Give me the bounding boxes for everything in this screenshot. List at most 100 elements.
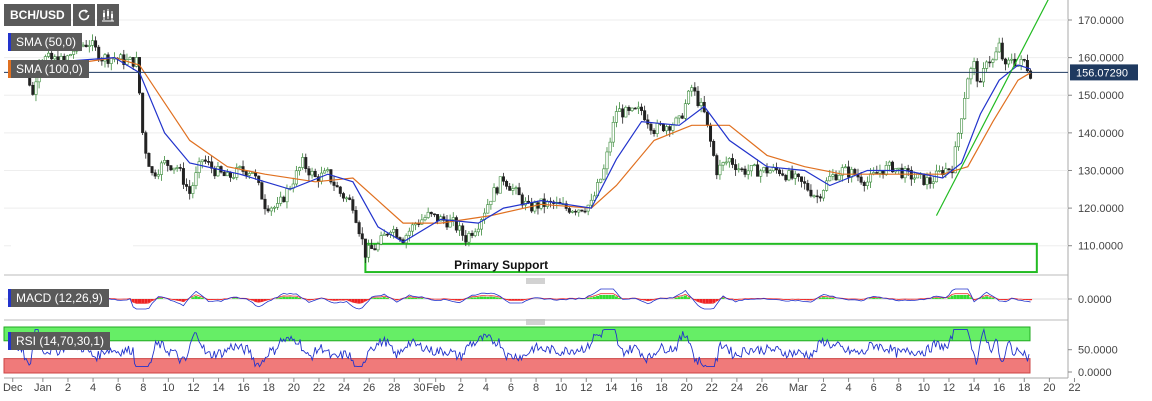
chart-type-button[interactable] <box>96 4 119 26</box>
candle-body <box>614 111 618 123</box>
candle-body <box>266 208 270 212</box>
macd-histogram-bar <box>649 299 653 301</box>
panel-splitters[interactable] <box>526 278 545 325</box>
macd-histogram-bar <box>495 297 499 299</box>
candle-body <box>605 151 609 170</box>
candle-body <box>963 98 967 120</box>
macd-histogram-bar <box>175 299 179 301</box>
candle-body <box>655 123 659 134</box>
candle-body <box>94 40 98 48</box>
rsi-legend[interactable]: RSI (14,70,30,1) <box>8 332 111 350</box>
date-tick-label: 12 <box>187 382 199 394</box>
candle-body <box>947 168 951 171</box>
candle-body <box>988 61 992 64</box>
macd-histogram-bar <box>254 299 258 302</box>
macd-histogram-bar <box>200 297 204 299</box>
macd-histogram-bar <box>232 298 236 299</box>
symbol-label[interactable]: BCH/USD <box>4 4 71 26</box>
candle-body <box>131 57 135 67</box>
candle-body <box>345 197 349 200</box>
candle-body <box>743 168 747 175</box>
macd-histogram-bar <box>417 298 421 299</box>
refresh-button[interactable] <box>72 4 95 26</box>
macd-panel <box>4 288 1068 310</box>
candle-body <box>668 126 672 131</box>
candle-body <box>972 61 976 69</box>
candle-body <box>310 171 314 176</box>
candle-body <box>395 229 399 238</box>
candle-body <box>163 160 167 164</box>
candle-body <box>250 172 254 174</box>
candle-body <box>348 197 352 200</box>
candle-body <box>461 225 465 236</box>
candle-body <box>486 204 490 214</box>
price-tick-label: 130.0000 <box>1078 165 1124 177</box>
macd-histogram-bar <box>589 297 593 299</box>
macd-histogram-bar <box>947 297 951 299</box>
date-tick-label: 16 <box>238 382 250 394</box>
candle-body <box>235 167 239 178</box>
macd-legend[interactable]: MACD (12,26,9) <box>8 289 109 307</box>
date-tick-label: 10 <box>918 382 930 394</box>
candle-body <box>323 170 327 174</box>
macd-histogram-bar <box>276 298 280 299</box>
candle-body <box>527 200 531 203</box>
candle-body <box>818 196 822 199</box>
candle-body <box>599 178 603 183</box>
candle-body <box>90 40 94 46</box>
candle-body <box>611 122 615 143</box>
macd-histogram-bar <box>279 297 283 299</box>
candle-body <box>188 186 192 194</box>
macd-histogram-bar <box>483 296 487 299</box>
support-zone-layer: Primary Support <box>364 242 1038 274</box>
macd-histogram-bar <box>404 298 408 299</box>
grid-lines <box>4 0 1069 379</box>
candle-body <box>451 217 455 221</box>
candle-body <box>279 196 283 204</box>
macd-histogram-bar <box>376 297 380 299</box>
candle-body <box>756 164 760 177</box>
price-candles <box>12 34 1033 263</box>
date-tick-label: 12 <box>580 382 592 394</box>
sma50-line <box>13 56 1031 243</box>
sma50-legend[interactable]: SMA (50,0) <box>8 33 83 51</box>
candle-body <box>520 194 524 206</box>
macd-histogram-bar <box>360 299 364 303</box>
candle-body <box>128 57 132 60</box>
candle-body <box>602 168 606 180</box>
candle-body <box>630 107 634 111</box>
candle-body <box>724 161 728 164</box>
sma100-legend[interactable]: SMA (100,0) <box>8 60 89 78</box>
date-tick-label: 18 <box>655 382 667 394</box>
candle-body <box>1003 58 1007 65</box>
candle-body <box>31 84 35 95</box>
candle-body <box>589 199 593 206</box>
candle-body <box>134 57 138 67</box>
candle-body <box>825 180 829 191</box>
candle-body <box>232 177 236 179</box>
macd-histogram-bar <box>250 299 254 301</box>
candle-body <box>781 173 785 176</box>
candle-body <box>376 243 380 251</box>
macd-histogram-bar <box>131 299 135 303</box>
price-tick-label: 140.0000 <box>1078 128 1124 140</box>
rsi-tick-label: 50.0000 <box>1078 345 1118 357</box>
candle-body <box>759 170 763 177</box>
candle-body <box>821 190 825 199</box>
candle-body <box>432 213 436 216</box>
candle-body <box>981 68 985 83</box>
date-tick-label: 22 <box>706 382 718 394</box>
candle-body <box>178 167 182 169</box>
macd-histogram-bar <box>869 298 873 299</box>
candle-body <box>298 167 302 172</box>
candle-body <box>244 171 248 176</box>
date-tick-label: 10 <box>555 382 567 394</box>
candle-body <box>272 206 276 209</box>
candle-body <box>426 211 430 218</box>
macd-histogram-bar <box>454 299 458 301</box>
date-tick-label: 14 <box>968 382 980 394</box>
macd-histogram-bar <box>458 299 462 301</box>
macd-histogram-bar <box>608 295 612 299</box>
macd-histogram-bar <box>385 298 389 299</box>
